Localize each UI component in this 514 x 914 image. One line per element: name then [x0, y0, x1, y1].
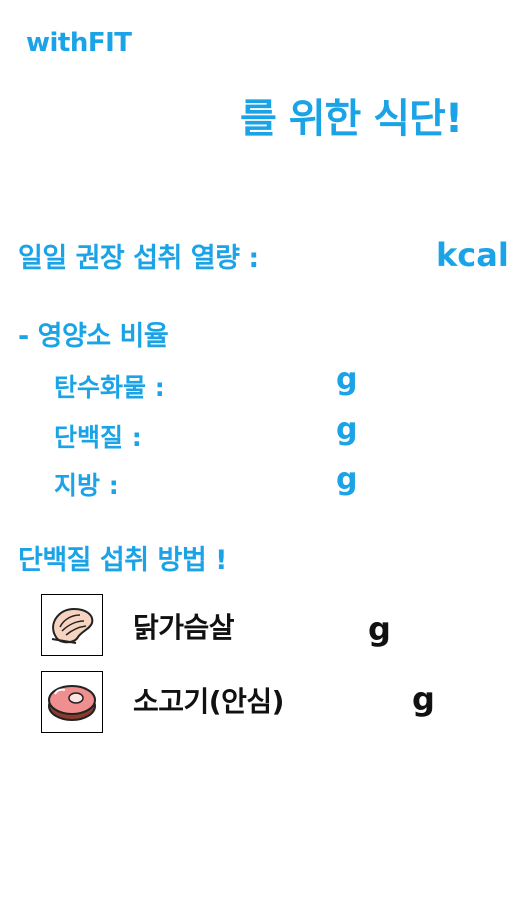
- food-name-chicken-breast: 닭가슴살: [133, 611, 235, 644]
- protein-method-title: 단백질 섭취 방법 !: [18, 545, 227, 576]
- fat-unit: g: [336, 462, 358, 497]
- food-unit-chicken-breast: g: [368, 610, 391, 648]
- carbohydrate-unit: g: [336, 362, 358, 397]
- calorie-unit: kcal: [436, 236, 509, 274]
- food-unit-beef-tenderloin: g: [412, 680, 435, 718]
- chicken-breast-icon: [41, 594, 103, 656]
- brand-logo: withFIT: [26, 28, 132, 58]
- fat-label: 지방 :: [54, 471, 119, 500]
- protein-label: 단백질 :: [54, 423, 142, 452]
- carbohydrate-label: 탄수화물 :: [54, 373, 165, 402]
- page-title: 를 위한 식단!: [240, 96, 463, 142]
- beef-steak-icon: [41, 671, 103, 733]
- protein-unit: g: [336, 412, 358, 447]
- food-name-beef-tenderloin: 소고기(안심): [133, 685, 284, 718]
- calorie-label: 일일 권장 섭취 열량 :: [18, 243, 259, 274]
- nutrient-section-title: - 영양소 비율: [18, 321, 169, 352]
